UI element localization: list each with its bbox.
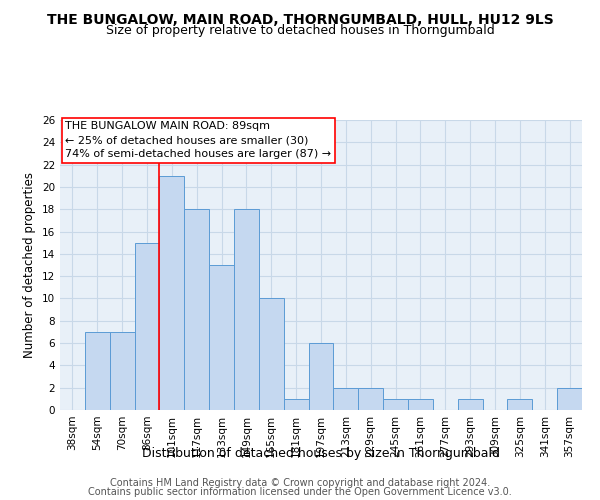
Bar [308, 343, 334, 410]
Text: THE BUNGALOW, MAIN ROAD, THORNGUMBALD, HULL, HU12 9LS: THE BUNGALOW, MAIN ROAD, THORNGUMBALD, H… [47, 12, 553, 26]
Bar [85, 332, 110, 410]
Bar [234, 209, 259, 410]
Text: Distribution of detached houses by size in Thorngumbald: Distribution of detached houses by size … [142, 448, 500, 460]
Bar [134, 242, 160, 410]
Bar [408, 399, 433, 410]
Bar [334, 388, 358, 410]
Y-axis label: Number of detached properties: Number of detached properties [23, 172, 37, 358]
Text: THE BUNGALOW MAIN ROAD: 89sqm
← 25% of detached houses are smaller (30)
74% of s: THE BUNGALOW MAIN ROAD: 89sqm ← 25% of d… [65, 122, 331, 160]
Bar [508, 399, 532, 410]
Text: Contains public sector information licensed under the Open Government Licence v3: Contains public sector information licen… [88, 487, 512, 497]
Text: Size of property relative to detached houses in Thorngumbald: Size of property relative to detached ho… [106, 24, 494, 37]
Bar [160, 176, 184, 410]
Bar [184, 209, 209, 410]
Bar [209, 265, 234, 410]
Bar [110, 332, 134, 410]
Text: Contains HM Land Registry data © Crown copyright and database right 2024.: Contains HM Land Registry data © Crown c… [110, 478, 490, 488]
Bar [383, 399, 408, 410]
Bar [259, 298, 284, 410]
Bar [557, 388, 582, 410]
Bar [358, 388, 383, 410]
Bar [458, 399, 482, 410]
Bar [284, 399, 308, 410]
